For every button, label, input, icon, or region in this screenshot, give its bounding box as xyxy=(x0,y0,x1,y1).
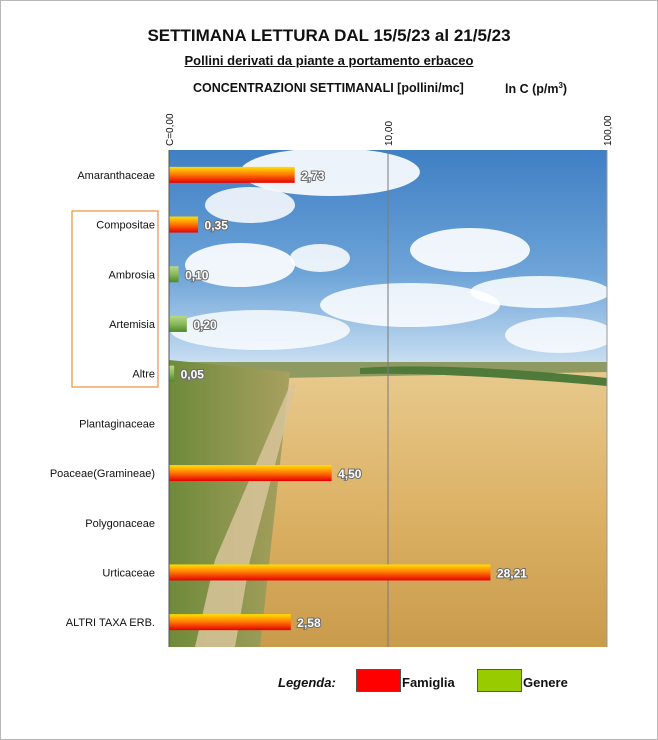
data-label: 4,50 xyxy=(338,467,362,481)
data-label: 2,73 xyxy=(301,169,325,183)
chart-subtitle: Pollini derivati da piante a portamento … xyxy=(184,53,474,68)
bar xyxy=(169,266,179,283)
bar xyxy=(169,564,491,581)
legend-famiglia-label: Famiglia xyxy=(402,675,455,690)
x-tick-label: 100,00 xyxy=(603,115,614,146)
bar xyxy=(169,216,199,233)
data-label: 28,21 xyxy=(497,566,527,580)
legend-title: Legenda: xyxy=(278,675,336,690)
value-labels: 2,73 0,35 0,10 0,20 0,05 4,50 28,21 2,58 xyxy=(180,168,529,631)
data-label: 0,05 xyxy=(181,368,205,382)
units-label: CONCENTRAZIONI SETTIMANALI [pollini/mc] xyxy=(193,81,464,95)
log-scale-label: ln C (p/m3) xyxy=(505,81,567,96)
data-label: 0,35 xyxy=(205,219,229,233)
data-label: 0,20 xyxy=(193,318,217,332)
x-tick-labels: C=0,00 10,00 100,00 xyxy=(165,113,614,146)
log-scale-label-sup: 3 xyxy=(558,81,563,90)
x-tick-label: C=0,00 xyxy=(165,113,176,146)
chart-title: SETTIMANA LETTURA DAL 15/5/23 al 21/5/23 xyxy=(147,26,511,45)
legend-genere-swatch xyxy=(477,669,522,692)
category-label: ALTRI TAXA ERB. xyxy=(66,617,155,629)
category-label: Poaceae(Gramineae) xyxy=(50,468,155,480)
data-label: 2,58 xyxy=(297,616,321,630)
bar xyxy=(169,315,187,332)
bars xyxy=(169,166,491,631)
log-scale-label-text: ln C (p/m xyxy=(505,82,559,97)
category-label: Ambrosia xyxy=(109,269,156,281)
category-label: Artemisia xyxy=(109,319,156,331)
category-label: Altre xyxy=(132,369,155,381)
category-label: Amaranthaceae xyxy=(77,170,155,182)
x-tick-label: 10,00 xyxy=(384,121,395,146)
data-label: 0,10 xyxy=(185,268,209,282)
bar xyxy=(169,465,332,482)
bar xyxy=(169,166,295,183)
category-label: Urticaceae xyxy=(102,567,155,579)
compositae-group-box xyxy=(71,210,159,388)
bar xyxy=(169,365,175,382)
legend-famiglia-swatch xyxy=(356,669,401,692)
legend-genere-label: Genere xyxy=(523,675,568,690)
log-scale-label-end: ) xyxy=(562,82,568,97)
category-labels: Amaranthaceae Compositae Ambrosia Artemisia… xyxy=(50,170,156,629)
category-label: Plantaginaceae xyxy=(79,418,155,430)
category-label: Polygonaceae xyxy=(85,518,155,530)
bar xyxy=(169,614,291,631)
category-label: Compositae xyxy=(96,220,155,232)
